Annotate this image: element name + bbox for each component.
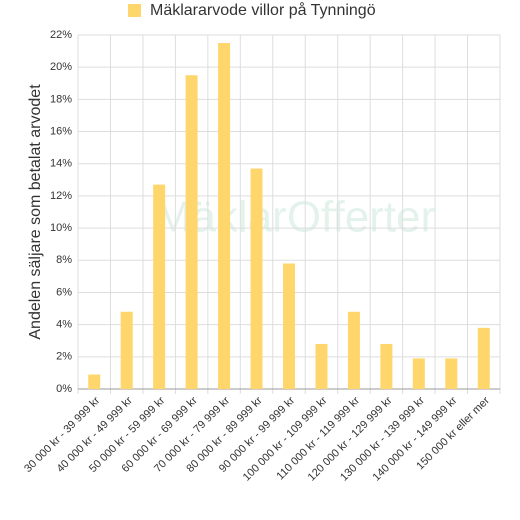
y-tick-label: 20%: [50, 61, 72, 73]
y-tick-label: 6%: [56, 286, 72, 298]
bar: [218, 43, 231, 389]
bar: [120, 311, 133, 389]
bar: [347, 311, 360, 389]
y-tick-label: 22%: [50, 29, 72, 41]
bar: [477, 327, 490, 389]
legend-label: Mäklararvode villor på Tynningö: [150, 1, 376, 19]
y-tick-label: 0%: [56, 383, 72, 395]
y-tick-label: 8%: [56, 254, 72, 266]
y-tick-label: 18%: [50, 93, 72, 105]
bar: [315, 343, 328, 389]
bar: [88, 374, 101, 389]
bar: [185, 75, 198, 390]
bar: [380, 343, 393, 389]
y-tick-label: 4%: [56, 319, 72, 331]
y-tick-label: 14%: [50, 158, 72, 170]
y-tick-label: 2%: [56, 351, 72, 363]
bar: [412, 358, 425, 389]
bar: [283, 263, 295, 389]
y-tick-label: 16%: [50, 125, 72, 137]
y-tick-label: 10%: [50, 222, 72, 234]
bar: [445, 358, 458, 389]
y-axis-label: Andelen säljare som betalat arvodet: [27, 84, 44, 340]
legend-swatch: [128, 4, 141, 17]
watermark: MäklarOfferter: [155, 193, 435, 242]
y-tick-label: 12%: [50, 190, 72, 202]
bar: [250, 168, 263, 389]
bar: [153, 184, 166, 389]
